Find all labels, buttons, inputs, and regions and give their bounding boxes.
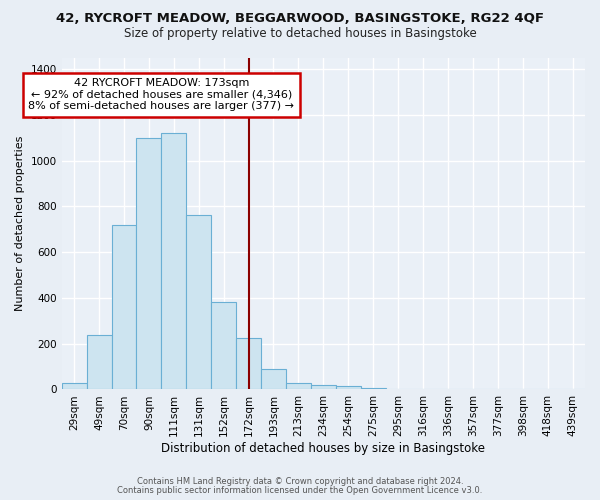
Bar: [286, 382, 311, 390]
Text: Contains public sector information licensed under the Open Government Licence v3: Contains public sector information licen…: [118, 486, 482, 495]
Bar: [86, 334, 112, 390]
Bar: [311, 385, 336, 390]
Bar: [261, 369, 286, 390]
Y-axis label: Number of detached properties: Number of detached properties: [15, 136, 25, 311]
Bar: [186, 216, 211, 390]
Text: Contains HM Land Registry data © Crown copyright and database right 2024.: Contains HM Land Registry data © Crown c…: [137, 477, 463, 486]
Text: 42, RYCROFT MEADOW, BEGGARWOOD, BASINGSTOKE, RG22 4QF: 42, RYCROFT MEADOW, BEGGARWOOD, BASINGST…: [56, 12, 544, 26]
Text: Size of property relative to detached houses in Basingstoke: Size of property relative to detached ho…: [124, 28, 476, 40]
Bar: [361, 388, 386, 390]
Bar: [62, 382, 86, 390]
Bar: [136, 138, 161, 390]
X-axis label: Distribution of detached houses by size in Basingstoke: Distribution of detached houses by size …: [161, 442, 485, 455]
Bar: [211, 302, 236, 390]
Bar: [236, 338, 261, 390]
Text: 42 RYCROFT MEADOW: 173sqm
← 92% of detached houses are smaller (4,346)
8% of sem: 42 RYCROFT MEADOW: 173sqm ← 92% of detac…: [28, 78, 295, 112]
Bar: [336, 386, 361, 390]
Bar: [112, 224, 136, 390]
Bar: [161, 133, 186, 390]
